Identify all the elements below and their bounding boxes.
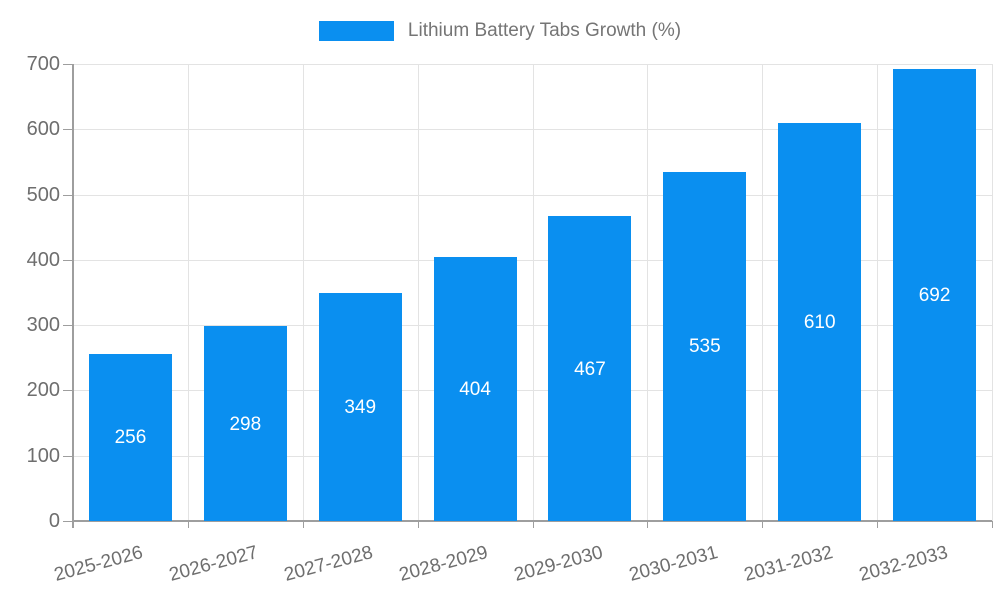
bar-value-label: 404 — [459, 379, 491, 401]
x-axis-tick — [417, 521, 419, 528]
y-axis-line — [72, 64, 74, 528]
x-tick-label: 2030-2031 — [626, 542, 720, 586]
bar-value-label: 535 — [688, 336, 721, 358]
bar — [318, 293, 402, 521]
y-tick-label: 0 — [48, 510, 60, 532]
x-tick-label: 2028-2029 — [397, 542, 491, 586]
x-gridline — [762, 64, 764, 521]
x-axis-tick — [992, 521, 993, 528]
bar — [548, 216, 632, 521]
bar — [88, 353, 172, 521]
x-tick-label: 2032-2033 — [856, 542, 950, 586]
x-tick-label: 2027-2028 — [282, 542, 376, 586]
x-tick-label: 2031-2032 — [741, 542, 835, 586]
x-axis-tick — [877, 521, 879, 528]
y-axis-tick — [63, 521, 73, 522]
x-axis-tick — [302, 521, 304, 528]
legend-swatch — [318, 21, 394, 41]
bar-value-label: 298 — [229, 413, 262, 435]
x-gridline — [992, 64, 993, 521]
x-axis-tick — [187, 521, 189, 528]
bar — [893, 69, 977, 521]
y-axis-tick — [63, 455, 73, 457]
x-axis-tick — [532, 521, 534, 528]
y-tick-label: 500 — [26, 183, 60, 206]
x-gridline — [187, 64, 189, 521]
chart-legend: Lithium Battery Tabs Growth (%) — [0, 18, 1000, 44]
x-axis-line — [73, 520, 992, 522]
y-axis-tick — [63, 194, 73, 196]
bar-value-label: 610 — [803, 311, 836, 333]
x-axis-tick — [762, 521, 764, 528]
bar — [663, 171, 747, 521]
bar-value-label: 349 — [344, 397, 377, 419]
bar-value-label: 256 — [114, 427, 147, 449]
legend-label: Lithium Battery Tabs Growth (%) — [407, 20, 682, 41]
bar — [203, 326, 287, 521]
x-gridline — [302, 64, 304, 521]
x-gridline — [647, 64, 649, 521]
x-gridline — [532, 64, 534, 521]
y-tick-label: 400 — [26, 248, 60, 271]
y-axis-tick — [63, 259, 73, 261]
y-tick-label: 100 — [26, 444, 60, 467]
y-tick-label: 200 — [26, 379, 60, 402]
y-tick-label: 600 — [26, 118, 60, 141]
y-tick-label: 700 — [26, 53, 60, 75]
bar-value-label: 467 — [574, 358, 606, 380]
y-axis-tick — [63, 64, 73, 65]
y-axis-tick — [63, 390, 73, 392]
bar-value-label: 692 — [918, 285, 951, 307]
x-axis-tick — [647, 521, 649, 528]
y-tick-label: 300 — [26, 314, 60, 337]
x-tick-label: 2026-2027 — [167, 542, 261, 586]
x-gridline — [417, 64, 419, 521]
x-gridline — [877, 64, 879, 521]
y-axis-tick — [63, 129, 73, 131]
x-tick-label: 2029-2030 — [511, 542, 606, 586]
x-tick-label: 2025-2026 — [52, 542, 146, 586]
y-axis-tick — [63, 325, 73, 327]
bar — [778, 122, 862, 521]
bar — [433, 257, 517, 521]
